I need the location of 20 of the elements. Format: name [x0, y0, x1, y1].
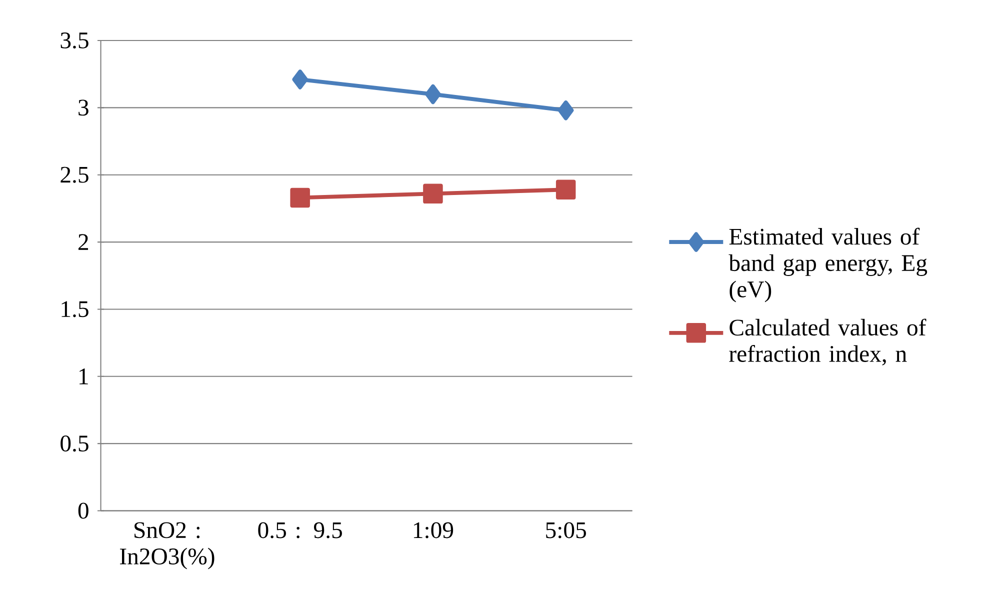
y-tick-label: 0 [78, 502, 88, 519]
y-tick-label: 0.5 [60, 436, 88, 452]
y-tick-label: 2 [78, 234, 88, 250]
point [558, 100, 574, 120]
x-tick-label: SnO2 : In2O3(%) [120, 522, 214, 570]
point [423, 184, 443, 204]
y-tick-label: 1 [80, 368, 88, 384]
legend-label: Calculated values of refraction index, n [729, 318, 926, 366]
point [425, 84, 441, 104]
x-tick-label: 0.5 : 9.5 [258, 522, 342, 538]
legend-label: Estimated values of band gap energy, Eg (eV) [728, 228, 928, 302]
x-tick-label: 1:09 [414, 522, 454, 538]
point [556, 180, 576, 200]
point [290, 188, 310, 208]
x-tick-label: 5:05 [546, 522, 586, 538]
y-tick-label: 1.5 [62, 301, 88, 318]
y-tick-label: 3.5 [60, 32, 88, 49]
y-tick-label: 3 [78, 100, 88, 116]
y-tick-label: 2.5 [60, 167, 88, 184]
point [292, 70, 308, 90]
